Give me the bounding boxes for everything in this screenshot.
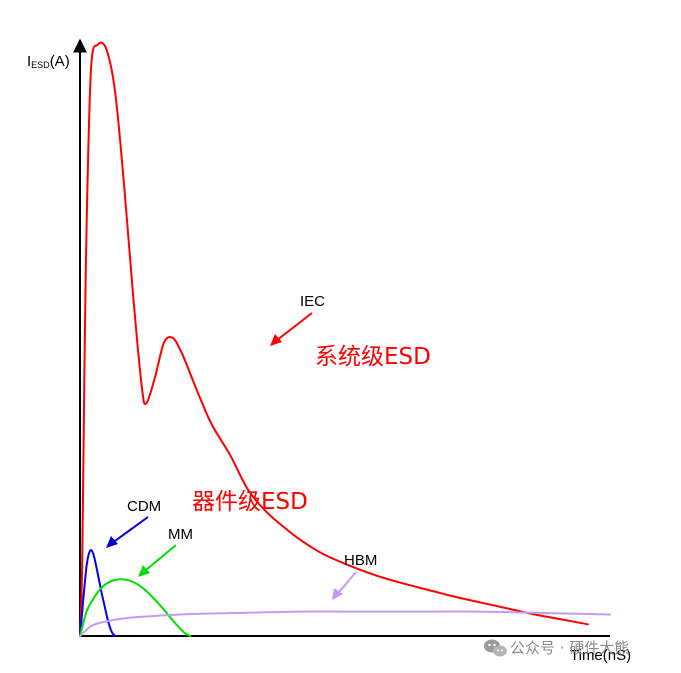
y-axis-label-sub: ESD [31,60,50,70]
mm-arrow [138,544,177,577]
cdm-curve [79,549,117,637]
watermark: 公众号 · 硬件大熊 [484,639,629,657]
x-axis-label: Time(nS) [570,647,631,664]
cdm-label: CDM [127,498,161,515]
cdm-arrow [106,516,149,548]
y-axis-label: IESD(A) [27,53,70,70]
hbm-label: HBM [344,552,377,569]
iec-arrow [270,312,313,346]
watermark-text: 公众号 · 硬件大熊 [510,639,629,657]
device-level-esd-label: 器件级ESD [192,489,308,515]
wechat-icon [484,639,507,657]
mm-label: MM [168,526,193,543]
curves-layer [79,41,611,637]
mm-curve [79,578,192,637]
iec-label: IEC [300,293,325,310]
iec-curve [79,41,589,637]
y-axis-label-unit: (A) [50,53,70,70]
system-level-esd-label: 系统级ESD [315,344,431,370]
hbm-arrow [332,571,357,600]
hbm-curve [79,610,611,637]
y-axis-label-main: I [27,53,31,70]
